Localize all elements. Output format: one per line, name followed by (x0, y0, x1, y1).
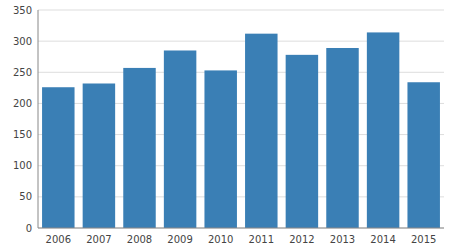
bar (164, 50, 196, 228)
x-tick-label: 2013 (330, 234, 355, 245)
bar (42, 87, 74, 228)
y-tick-label: 150 (13, 129, 32, 140)
x-tick-label: 2008 (127, 234, 152, 245)
y-tick-label: 300 (13, 36, 32, 47)
x-tick-label: 2011 (249, 234, 274, 245)
y-axis-line (38, 10, 39, 228)
x-axis: 2006 2007 2008 2009 2010 2011 2012 2013 2014 2015 (46, 234, 437, 245)
x-tick-label: 2012 (289, 234, 314, 245)
page: {"chart_data": {"type": "bar", "categori… (0, 0, 454, 252)
chart-container: 0 50 100 150 200 250 300 350 2006 2007 2008 2009 201… (0, 0, 454, 252)
y-axis: 0 50 100 150 200 250 300 350 (13, 5, 32, 234)
bar (367, 32, 399, 228)
y-tick-label: 100 (13, 160, 32, 171)
x-tick-label: 2015 (411, 234, 436, 245)
x-axis-line (38, 228, 444, 229)
bar (204, 70, 236, 228)
bar (286, 55, 318, 228)
y-tick-label: 0 (26, 223, 32, 234)
y-tick-label: 200 (13, 98, 32, 109)
chart-svg: 0 50 100 150 200 250 300 350 2006 2007 2008 2009 201… (0, 0, 454, 252)
bar (407, 82, 439, 228)
grid-line (38, 228, 444, 229)
x-tick-label: 2009 (167, 234, 192, 245)
x-tick-label: 2010 (208, 234, 233, 245)
bar (83, 83, 115, 228)
y-tick-label: 50 (19, 191, 32, 202)
bar (326, 48, 358, 228)
bar (245, 34, 277, 228)
x-tick-label: 2006 (46, 234, 71, 245)
x-tick-label: 2007 (86, 234, 111, 245)
x-tick-label: 2014 (370, 234, 395, 245)
bar (123, 68, 155, 228)
grid (38, 10, 444, 228)
grid-line (38, 10, 444, 11)
y-tick-label: 350 (13, 5, 32, 16)
y-tick-label: 250 (13, 67, 32, 78)
bars (42, 32, 440, 228)
